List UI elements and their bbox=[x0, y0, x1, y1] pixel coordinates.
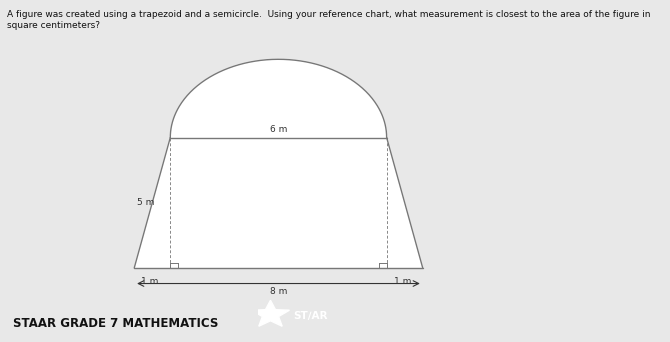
Polygon shape bbox=[170, 59, 387, 137]
Polygon shape bbox=[251, 300, 289, 326]
Text: 5 m: 5 m bbox=[137, 198, 154, 207]
Text: 8 m: 8 m bbox=[270, 287, 287, 296]
Text: A figure was created using a trapezoid and a semicircle.  Using your reference c: A figure was created using a trapezoid a… bbox=[7, 10, 650, 30]
Text: 1 m: 1 m bbox=[141, 277, 159, 286]
Text: 1 m: 1 m bbox=[394, 277, 411, 286]
Polygon shape bbox=[134, 137, 423, 268]
Text: STAAR GRADE 7 MATHEMATICS: STAAR GRADE 7 MATHEMATICS bbox=[13, 317, 219, 330]
Text: ST∕AR: ST∕AR bbox=[293, 310, 328, 320]
Text: 6 m: 6 m bbox=[270, 125, 287, 134]
